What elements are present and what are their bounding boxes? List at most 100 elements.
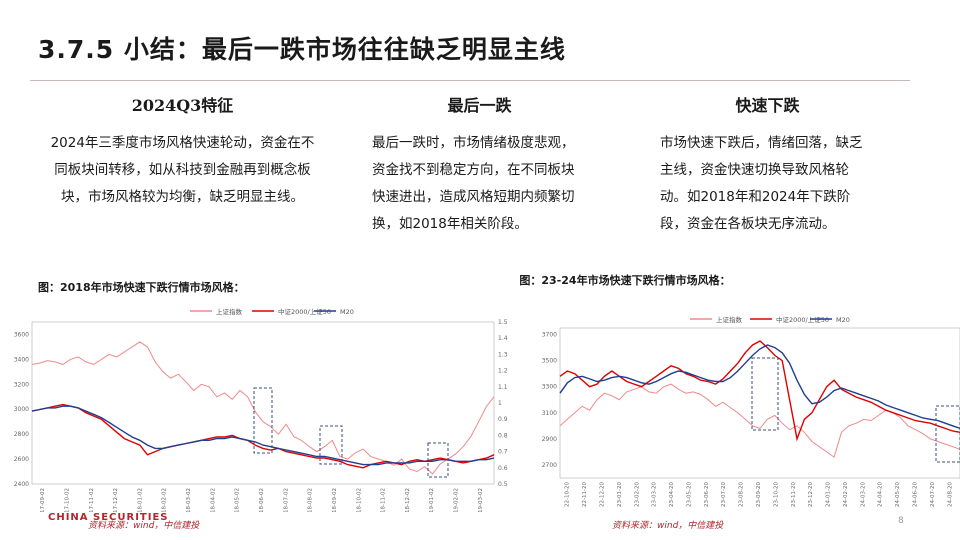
series-line-0	[31, 341, 495, 475]
y-tick-label-left: 3600	[14, 331, 29, 338]
plot-frame	[31, 321, 495, 485]
figure-caption-2324: 图：23-24年市场快速下跌行情市场风格：	[519, 274, 731, 287]
x-tick-label: 23-10-20	[773, 482, 779, 507]
y-tick-label-right: 0.6	[498, 465, 508, 472]
legend-label: 中证2000/上证50	[278, 307, 331, 316]
x-tick-label: 18-09-02	[332, 488, 338, 512]
plot-frame	[559, 327, 960, 479]
y-tick-label-left: 3700	[542, 332, 557, 339]
y-tick-label-left: 2900	[542, 436, 557, 443]
x-tick-label: 23-08-20	[739, 482, 745, 507]
x-tick-label: 23-05-20	[686, 482, 692, 507]
y-tick-label-left: 2600	[14, 456, 29, 463]
chart-2018-style: 上证指数 中证2000/上证50 M20 2400 2600 2800 3000 3200 34…	[14, 307, 508, 512]
x-tick-label: 24-01-20	[826, 482, 832, 507]
series-line-1	[31, 403, 495, 469]
x-tick-label: 24-02-20	[843, 482, 849, 507]
x-tick-label: 17-11-02	[89, 488, 95, 512]
source-note-1: 资料来源：wind，中信建投	[88, 521, 200, 531]
legend-label: 上证指数	[716, 315, 743, 324]
x-tick-label: 24-05-20	[895, 482, 901, 507]
x-tick-label: 17-09-02	[40, 488, 46, 512]
y-tick-label-left: 2800	[14, 431, 29, 438]
y-tick-label-right: 1.5	[498, 319, 508, 326]
title-divider	[30, 80, 910, 81]
column-text: 2024年三季度市场风格快速轮动，资金在不同板块间转移，如从科技到金融再到概念板…	[50, 135, 315, 205]
series-line-0	[559, 383, 960, 458]
page-title: 3.7.5 小结：最后一跌市场往往缺乏明显主线	[38, 35, 566, 64]
y-tick-label-right: 0.8	[498, 432, 508, 439]
x-tick-label: 18-05-02	[235, 488, 241, 512]
x-tick-label: 24-03-20	[860, 482, 866, 507]
y-tick-label-right: 1.3	[498, 351, 508, 358]
column-heading: 快速下跌	[735, 96, 800, 115]
y-tick-label-left: 3200	[14, 381, 29, 388]
source-note-2: 资料来源：wind，中信建投	[612, 521, 724, 531]
x-tick-label: 23-12-20	[808, 482, 814, 507]
series-line-1	[559, 340, 960, 442]
highlight-box	[751, 357, 779, 431]
company-logo: CHINA SECURITIES	[48, 512, 169, 523]
x-tick-label: 18-02-02	[162, 488, 168, 512]
y-tick-label-left: 3300	[542, 384, 557, 391]
summary-column-fast-drop: 快速下跌 市场快速下跌后，情绪回落，缺乏主线，资金快速切换导致风格轮动。如201…	[660, 92, 875, 238]
highlight-box	[935, 405, 960, 463]
column-heading: 2024Q3特征	[131, 96, 234, 115]
x-tick-label: 23-02-20	[634, 482, 640, 507]
y-tick-label-left: 2700	[542, 462, 557, 469]
highlight-box	[427, 442, 449, 478]
x-tick-label: 18-12-02	[405, 488, 411, 512]
x-tick-label: 18-11-02	[381, 488, 387, 512]
x-tick-label: 19-01-02	[429, 488, 435, 512]
legend-label: M20	[836, 316, 850, 324]
column-heading: 最后一跌	[447, 96, 512, 115]
x-tick-label: 24-04-20	[878, 482, 884, 507]
legend-label: 上证指数	[216, 307, 243, 316]
x-tick-label: 19-03-02	[478, 488, 484, 512]
y-tick-label-right: 1.2	[498, 368, 508, 375]
x-tick-label: 17-12-02	[113, 488, 119, 512]
summary-column-last-drop: 最后一跌 最后一跌时，市场情绪极度悲观，资金找不到稳定方向，在不同板块快速进出，…	[372, 92, 587, 238]
x-tick-label: 23-01-20	[617, 482, 623, 507]
x-tick-label: 23-07-20	[721, 482, 727, 507]
y-tick-label-right: 0.5	[498, 481, 508, 488]
x-tick-label: 22-10-20	[565, 482, 571, 507]
series-line-2	[559, 344, 960, 430]
x-tick-label: 17-10-02	[64, 488, 70, 512]
legend-label: 中证2000/上证50	[776, 315, 829, 324]
summary-column-q3: 2024Q3特征 2024年三季度市场风格快速轮动，资金在不同板块间转移，如从科…	[50, 92, 315, 211]
x-tick-label: 23-09-20	[756, 482, 762, 507]
legend-label: M20	[340, 308, 354, 316]
y-tick-label-right: 1.1	[498, 384, 508, 391]
x-tick-label: 18-04-02	[210, 488, 216, 512]
x-tick-label: 24-07-20	[930, 482, 936, 507]
x-tick-label: 23-06-20	[704, 482, 710, 507]
series-line-2	[31, 405, 495, 466]
y-tick-label-left: 2400	[14, 481, 29, 488]
highlight-box	[253, 387, 273, 454]
x-tick-label: 23-03-20	[652, 482, 658, 507]
x-tick-label: 23-04-20	[669, 482, 675, 507]
x-tick-label: 18-07-02	[283, 488, 289, 512]
y-tick-label-right: 1	[498, 400, 502, 407]
figure-caption-2018: 图：2018年市场快速下跌行情市场风格：	[38, 281, 245, 294]
page-number: 8	[898, 516, 904, 526]
x-tick-label: 18-10-02	[356, 488, 362, 512]
x-tick-label: 18-03-02	[186, 488, 192, 512]
x-tick-label: 22-11-20	[582, 482, 588, 507]
x-tick-label: 24-06-20	[913, 482, 919, 507]
y-tick-label-left: 3400	[14, 356, 29, 363]
x-tick-label: 23-11-20	[791, 482, 797, 507]
y-tick-label-right: 1.4	[498, 335, 508, 342]
y-tick-label-right: 0.7	[498, 449, 508, 456]
x-tick-label: 22-12-20	[599, 482, 605, 507]
y-tick-label-left: 3500	[542, 358, 557, 365]
y-tick-label-left: 3000	[14, 406, 29, 413]
x-tick-label: 19-02-02	[454, 488, 460, 512]
chart-2324-style: 上证指数 中证2000/上证50 M20 2700 2900 3100 3300 3500 37…	[542, 315, 960, 507]
y-tick-label-left: 3100	[542, 410, 557, 417]
column-text: 最后一跌时，市场情绪极度悲观，资金找不到稳定方向，在不同板块快速进出，造成风格短…	[372, 135, 575, 232]
column-text: 市场快速下跌后，情绪回落，缺乏主线，资金快速切换导致风格轮动。如2018年和20…	[660, 135, 863, 232]
y-tick-label-right: 0.9	[498, 416, 508, 423]
x-tick-label: 18-01-02	[137, 488, 143, 512]
